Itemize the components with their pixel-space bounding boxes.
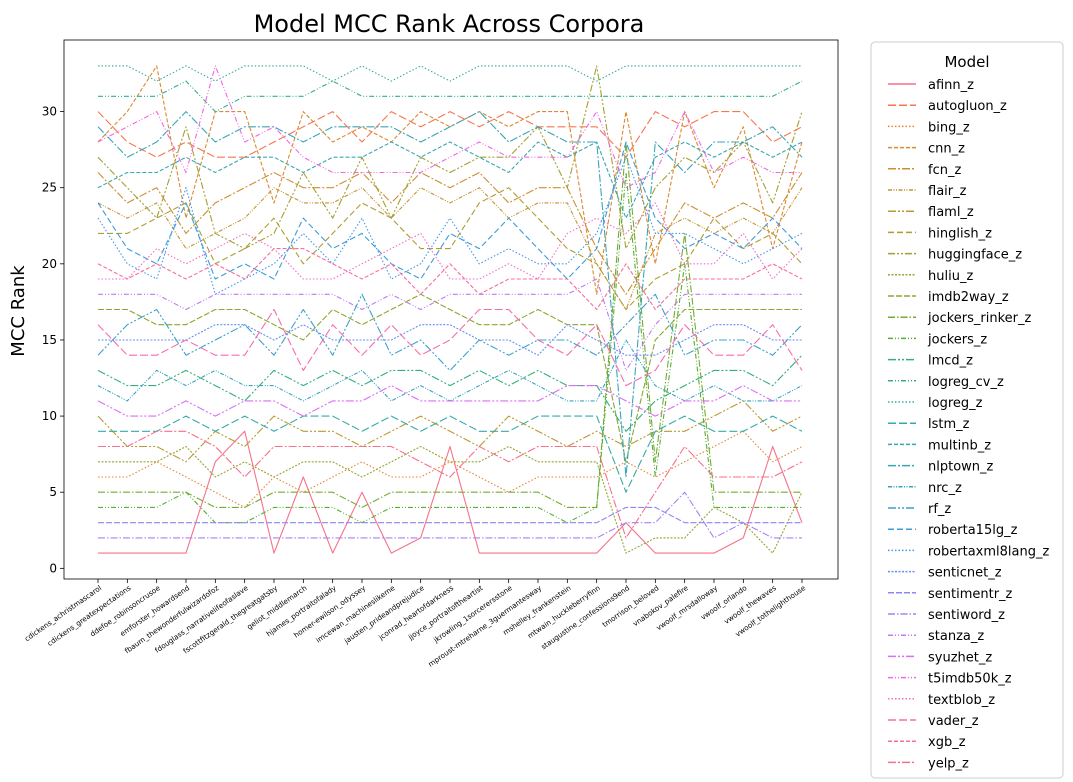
x-axis-ticks: cdickens_achristmascarolcdickens_greatex… <box>23 579 808 669</box>
series-line-lstm_z <box>98 415 803 493</box>
y-axis-label: MCC Rank <box>8 265 29 357</box>
series-line-huliu_z <box>98 445 803 554</box>
series-line-senticnet_z <box>98 324 802 356</box>
legend-label: sentiword_z <box>928 608 1005 623</box>
series-line-yelp_z <box>98 430 803 539</box>
series-line-lmcd_z <box>97 354 803 432</box>
series-line-rf_z <box>97 293 803 371</box>
legend-label: huggingface_z <box>928 248 1022 263</box>
series-line-fcn_z <box>97 171 803 295</box>
axes-frame <box>63 39 839 580</box>
legend-label: jockers_rinker_z <box>927 311 1031 326</box>
legend-label: xgb_z <box>928 735 966 750</box>
series-line-jockers_rinker_z <box>98 141 802 508</box>
legend-label: logreg_z <box>928 396 983 411</box>
legend-label: afinn_z <box>928 78 974 93</box>
legend-label: lmcd_z <box>928 354 973 369</box>
legend-label: textblob_z <box>928 693 995 708</box>
series-line-logreg_z <box>98 65 802 82</box>
series-line-vader_z <box>97 308 803 387</box>
legend-label: imdb2way_z <box>928 290 1009 305</box>
series-line-xgb_z <box>97 248 803 311</box>
plot-area: 0 5 10 15 20 25 30 cdickens_achristmascarolcdi… <box>23 39 839 669</box>
y-tick-label: 15 <box>42 333 57 347</box>
y-tick-label: 0 <box>49 561 57 575</box>
legend-label: nlptown_z <box>928 460 994 475</box>
y-tick-label: 30 <box>42 105 57 119</box>
legend-label: flair_z <box>928 184 967 199</box>
series-line-jockers_z <box>98 171 802 524</box>
legend-label: jockers_z <box>927 332 987 347</box>
legend-label: logreg_cv_z <box>928 375 1004 390</box>
legend-label: multinb_z <box>928 438 991 453</box>
legend-label: syuzhet_z <box>928 650 992 665</box>
legend-label: autogluon_z <box>928 99 1007 114</box>
series-line-logreg_cv_z <box>98 80 803 113</box>
y-tick-label: 25 <box>42 181 57 195</box>
legend-label: senticnet_z <box>928 566 1002 581</box>
legend-label: fcn_z <box>928 163 961 178</box>
series-line-multinb_z <box>97 141 803 219</box>
chart-title: Model MCC Rank Across Corpora <box>254 10 645 38</box>
series-line-sentiword_z <box>98 491 802 539</box>
series-line-autogluon_z <box>97 111 803 158</box>
legend-label: yelp_z <box>928 756 969 771</box>
series-line-nlptown_z <box>97 111 803 478</box>
legend-label: sentimentr_z <box>928 587 1013 602</box>
series-line-sentimentr_z <box>98 506 802 524</box>
legend-label: huliu_z <box>928 269 973 284</box>
legend-label: roberta15lg_z <box>928 523 1018 538</box>
series-line-afinn_z <box>98 430 803 554</box>
legend-label: robertaxml8lang_z <box>928 544 1049 559</box>
y-tick-label: 10 <box>42 409 57 423</box>
legend-label: stanza_z <box>928 629 984 644</box>
legend-label: nrc_z <box>928 481 962 496</box>
y-axis-ticks: 0 5 10 15 20 25 30 <box>42 105 64 575</box>
legend-label: hinglish_z <box>928 226 992 241</box>
series-line-robertaxml8lang_z <box>97 156 803 295</box>
series-line-t5imdb50k_z <box>97 65 802 189</box>
legend-label: lstm_z <box>928 417 970 432</box>
legend-label: rf_z <box>928 502 951 517</box>
y-tick-label: 5 <box>49 485 57 499</box>
series-layer <box>97 65 803 554</box>
legend-title: Model <box>944 53 989 71</box>
y-tick-label: 20 <box>42 257 57 271</box>
legend-label: bing_z <box>928 120 970 135</box>
series-line-stanza_z <box>98 278 802 371</box>
series-line-textblob_z <box>98 202 803 280</box>
series-line-syuzhet_z <box>97 385 802 417</box>
legend: Model afinn_z autogluon_z bing_z cnn_z fcn_z… <box>870 41 1064 779</box>
legend-items: afinn_z autogluon_z bing_z cnn_z fcn_z flair_… <box>888 78 1049 771</box>
legend-label: t5imdb50k_z <box>928 672 1012 687</box>
series-line-imdb2way_z <box>98 293 802 463</box>
legend-frame <box>870 41 1064 779</box>
legend-label: vader_z <box>928 714 979 729</box>
series-line-roberta15lg_z <box>97 141 803 280</box>
legend-label: cnn_z <box>928 142 965 157</box>
series-line-bing_z <box>98 430 803 508</box>
legend-label: flaml_z <box>928 205 974 220</box>
series-line-huggingface_z <box>97 65 803 250</box>
